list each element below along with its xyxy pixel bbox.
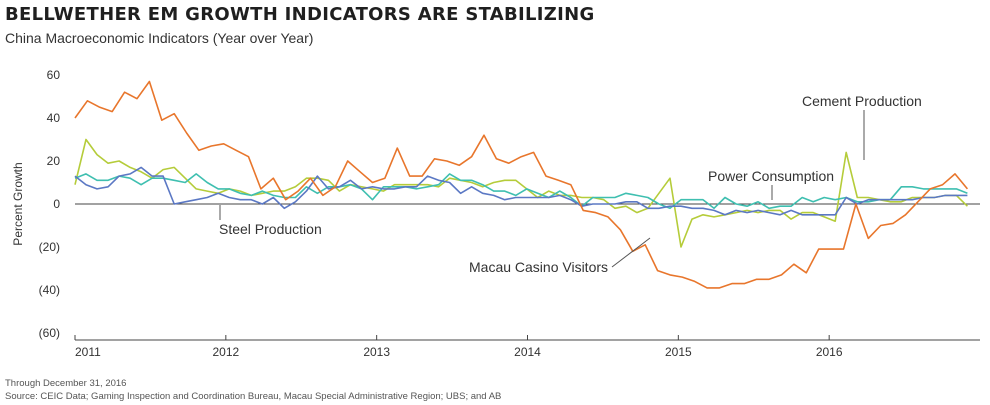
y-tick-label: (60) bbox=[39, 326, 60, 340]
annotation-cement-production: Cement Production bbox=[802, 93, 922, 109]
series-lines bbox=[74, 80, 969, 289]
y-tick-label: 0 bbox=[53, 197, 60, 211]
series-line-macau-casino-visitors bbox=[74, 80, 969, 289]
annotations: Cement Production Power Consumption Steel … bbox=[219, 93, 922, 275]
y-axis-label: Percent Growth bbox=[11, 162, 25, 245]
y-axis-label-group: Percent Growth bbox=[11, 162, 25, 245]
annotation-power-consumption: Power Consumption bbox=[708, 168, 834, 184]
footnote: Through December 31, 2016 bbox=[5, 378, 127, 389]
y-tick-label: 20 bbox=[47, 154, 61, 168]
x-tick-label: 2011 bbox=[75, 345, 101, 359]
chart-title: BELLWETHER EM GROWTH INDICATORS ARE STAB… bbox=[5, 4, 595, 25]
x-tick-label: 2016 bbox=[816, 345, 843, 359]
source-note: Source: CEIC Data; Gaming Inspection and… bbox=[5, 391, 502, 402]
annotation-macau-casino-visitors: Macau Casino Visitors bbox=[469, 259, 608, 275]
y-tick-label: 60 bbox=[47, 68, 61, 82]
y-tick-label: (20) bbox=[39, 240, 60, 254]
series-line-power-consumption bbox=[74, 173, 968, 210]
annotation-leader-macau-casino-visitors bbox=[611, 237, 651, 268]
y-tick-labels: 60 40 20 0 (20) (40) (60) bbox=[39, 68, 61, 340]
y-tick-label: 40 bbox=[47, 111, 61, 125]
y-tick-label: (40) bbox=[39, 283, 60, 297]
x-tick-label: 2013 bbox=[363, 345, 390, 359]
series-line-cement-production bbox=[74, 138, 968, 248]
x-tick-label: 2012 bbox=[212, 345, 239, 359]
x-tick-label: 2015 bbox=[665, 345, 692, 359]
x-tick-labels: 2011 2012 2013 2014 2015 2016 bbox=[74, 335, 843, 359]
x-tick-label: 2014 bbox=[514, 345, 541, 359]
annotation-steel-production: Steel Production bbox=[219, 221, 322, 237]
chart-subtitle: China Macroeconomic Indicators (Year ove… bbox=[5, 30, 314, 46]
series-line-steel-production bbox=[74, 166, 968, 216]
